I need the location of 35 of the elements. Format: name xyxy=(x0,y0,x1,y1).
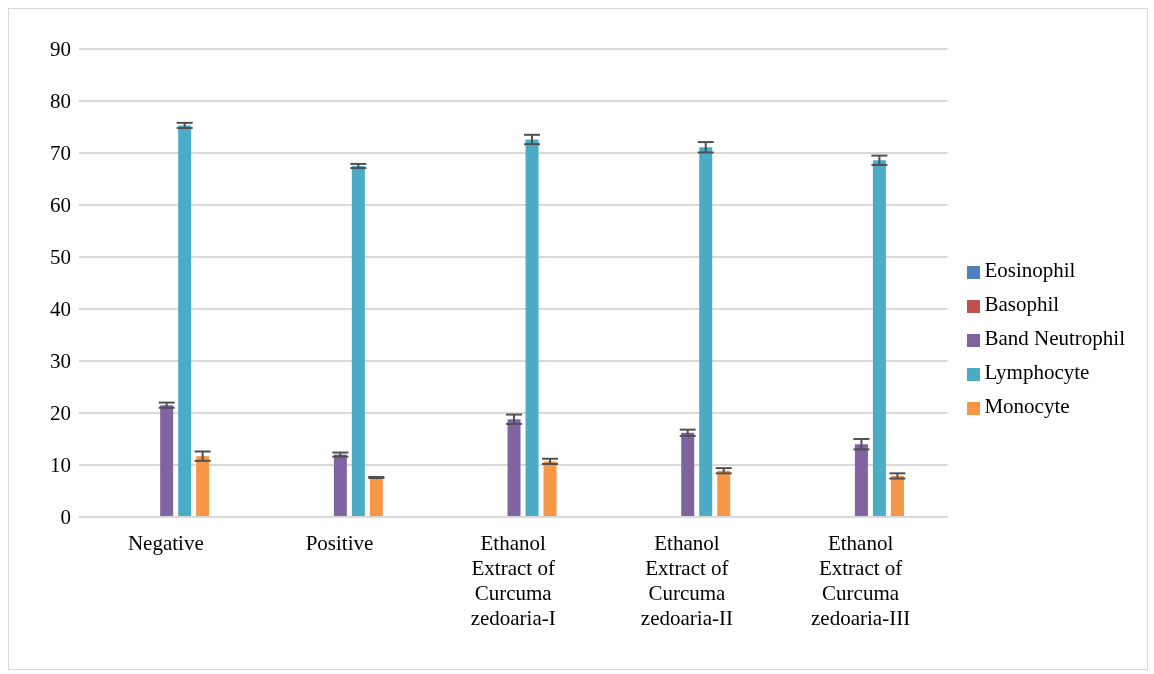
y-tick-label: 60 xyxy=(50,193,71,218)
y-tick-label: 0 xyxy=(60,505,71,530)
x-tick-label: Ethanol Extract of Curcuma zedoaria-II xyxy=(640,531,733,630)
y-tick-label: 30 xyxy=(50,349,71,374)
bar xyxy=(178,125,192,517)
bar xyxy=(369,477,383,517)
legend-label: Basophil xyxy=(984,292,1060,316)
y-tick-label: 80 xyxy=(50,89,71,114)
y-tick-label: 90 xyxy=(50,37,71,62)
x-tick-label: Positive xyxy=(305,531,374,555)
bar xyxy=(333,454,347,517)
x-tick-label: Negative xyxy=(127,531,204,555)
legend-label: Monocyte xyxy=(984,394,1070,418)
bar xyxy=(543,461,557,517)
y-tick-label: 40 xyxy=(50,297,71,322)
x-tick-label: Ethanol Extract of Curcuma zedoaria-I xyxy=(470,531,556,630)
bar xyxy=(525,139,539,517)
bar xyxy=(890,475,904,517)
bar xyxy=(872,160,886,517)
bar xyxy=(160,405,174,517)
bar xyxy=(681,432,695,517)
bar xyxy=(351,166,365,517)
y-tick-label: 20 xyxy=(50,401,71,426)
bar xyxy=(196,456,210,517)
bar xyxy=(507,419,521,517)
bar xyxy=(717,470,731,517)
x-tick-label: Ethanol Extract of Curcuma zedoaria-III xyxy=(811,531,911,630)
legend-label: Lymphocyte xyxy=(984,360,1090,384)
y-tick-label: 70 xyxy=(50,141,71,166)
y-tick-label: 10 xyxy=(50,453,71,478)
legend-label: Eosinophil xyxy=(984,258,1076,282)
legend-label: Band Neutrophil xyxy=(984,326,1125,350)
bar xyxy=(854,444,868,517)
bar xyxy=(699,147,713,517)
y-tick-label: 50 xyxy=(50,245,71,270)
